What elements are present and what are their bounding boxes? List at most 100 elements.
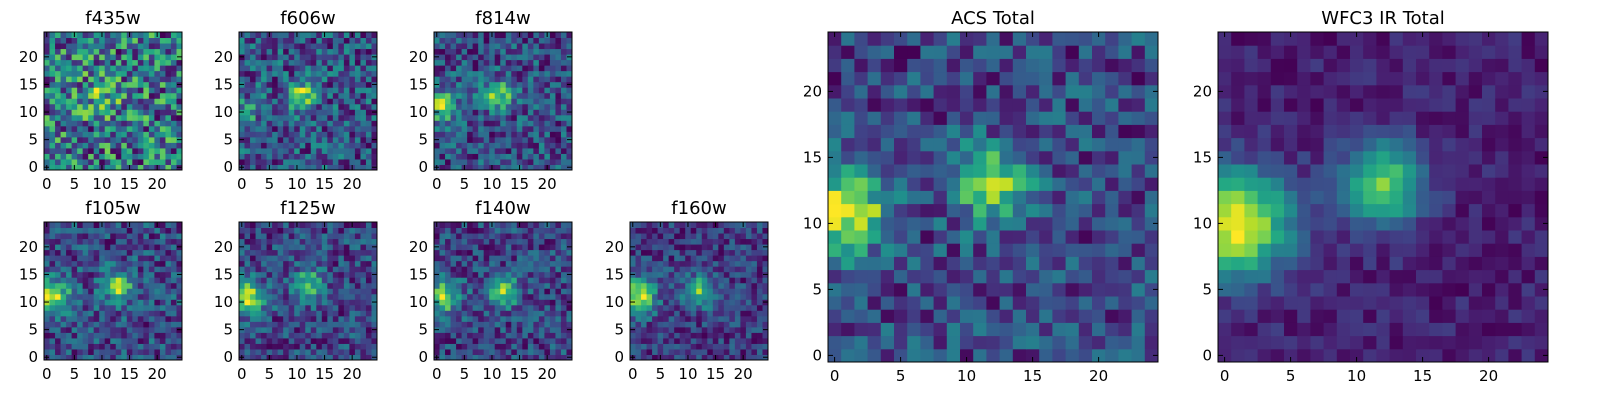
heatmap-cell [762, 277, 769, 284]
heatmap-cell [505, 227, 512, 234]
heatmap-cell [261, 332, 268, 339]
heatmap-cell [115, 125, 122, 132]
heatmap-cell [696, 249, 703, 256]
heatmap-cell [841, 177, 855, 191]
heatmap-cell [104, 131, 111, 138]
heatmap-cell [176, 310, 183, 317]
heatmap-cell [239, 48, 246, 55]
heatmap-cell [973, 177, 987, 191]
heatmap-cell [239, 120, 246, 127]
heatmap-cell [338, 343, 345, 350]
heatmap-cell [1105, 216, 1119, 231]
heatmap-cell [718, 343, 725, 350]
heatmap-cell [272, 233, 279, 240]
heatmap-cell [946, 322, 961, 337]
heatmap-cell [522, 326, 529, 333]
heatmap-cell [261, 37, 268, 44]
heatmap-cell [867, 309, 882, 323]
heatmap-cell [126, 233, 133, 240]
heatmap-cell [266, 59, 273, 66]
heatmap-cell [360, 158, 367, 165]
heatmap-cell [729, 233, 736, 240]
heatmap-cell [143, 76, 150, 83]
heatmap-cell [1144, 230, 1159, 244]
heatmap-cell [712, 315, 719, 322]
heatmap-cell [99, 98, 106, 105]
heatmap-cell [467, 266, 474, 273]
heatmap-cell [467, 354, 474, 361]
heatmap-cell [494, 348, 501, 355]
x-tick-label: 15 [510, 365, 529, 383]
heatmap-cell [44, 98, 51, 105]
heatmap-cell [646, 227, 653, 234]
heatmap-cell [104, 32, 111, 39]
heatmap-cell [88, 343, 95, 350]
heatmap-cell [170, 147, 177, 154]
heatmap-cell [266, 266, 273, 273]
heatmap-cell [165, 54, 172, 61]
heatmap-cell [143, 315, 150, 322]
heatmap-cell [522, 120, 529, 127]
heatmap-cell [657, 304, 664, 311]
heatmap-cell [461, 153, 468, 160]
heatmap-cell [505, 348, 512, 355]
heatmap-cell [751, 271, 758, 278]
heatmap-cell [316, 343, 323, 350]
heatmap-cell [685, 260, 692, 267]
heatmap-cell [880, 243, 895, 257]
heatmap-cell [327, 354, 334, 361]
heatmap-cell [261, 266, 268, 273]
heatmap-cell [176, 277, 183, 284]
heatmap-cell [176, 337, 183, 344]
heatmap-cell [176, 227, 183, 234]
heatmap-cell [960, 177, 974, 191]
heatmap-cell [327, 87, 334, 94]
heatmap-cell [60, 315, 67, 322]
heatmap-cell [712, 332, 719, 339]
heatmap-cell [560, 244, 567, 251]
heatmap-cell [467, 277, 474, 284]
heatmap-cell [244, 227, 251, 234]
heatmap-cell [365, 260, 372, 267]
heatmap-cell [841, 203, 855, 218]
heatmap-cell [456, 153, 463, 160]
heatmap-cell [920, 256, 935, 271]
heatmap-cell [272, 332, 279, 339]
heatmap-cell [137, 282, 144, 289]
heatmap-cell [170, 260, 177, 267]
heatmap-cell [511, 238, 518, 245]
heatmap-cell [143, 103, 150, 110]
heatmap-cell [99, 125, 106, 132]
heatmap-cell [371, 153, 378, 160]
heatmap-cell [110, 147, 117, 154]
heatmap-cell [266, 147, 273, 154]
heatmap-cell [472, 70, 479, 77]
heatmap-cell [338, 131, 345, 138]
heatmap-cell [527, 120, 534, 127]
heatmap-cell [1012, 177, 1027, 191]
heatmap-cell [170, 310, 177, 317]
heatmap-cell [316, 310, 323, 317]
heatmap-cell [327, 343, 334, 350]
heatmap-cell [126, 304, 133, 311]
heatmap-cell [696, 332, 703, 339]
heatmap-cell [143, 348, 150, 355]
heatmap-cell [143, 266, 150, 273]
heatmap-cell [533, 343, 540, 350]
heatmap-cell [165, 81, 172, 88]
x-tick-label: 20 [148, 365, 167, 383]
heatmap-cell [365, 332, 372, 339]
heatmap-cell [338, 321, 345, 328]
heatmap-cell [505, 32, 512, 39]
heatmap-cell [854, 150, 869, 165]
heatmap-cell [1026, 150, 1040, 165]
heatmap-cell [104, 244, 111, 251]
heatmap-cell [349, 37, 356, 44]
heatmap-cell [343, 244, 350, 251]
heatmap-cell [1131, 269, 1146, 284]
heatmap-cell [544, 233, 551, 240]
heatmap-cell [696, 227, 703, 234]
heatmap-cell [907, 203, 921, 218]
heatmap-cell [549, 293, 556, 300]
heatmap-cell [104, 65, 111, 72]
